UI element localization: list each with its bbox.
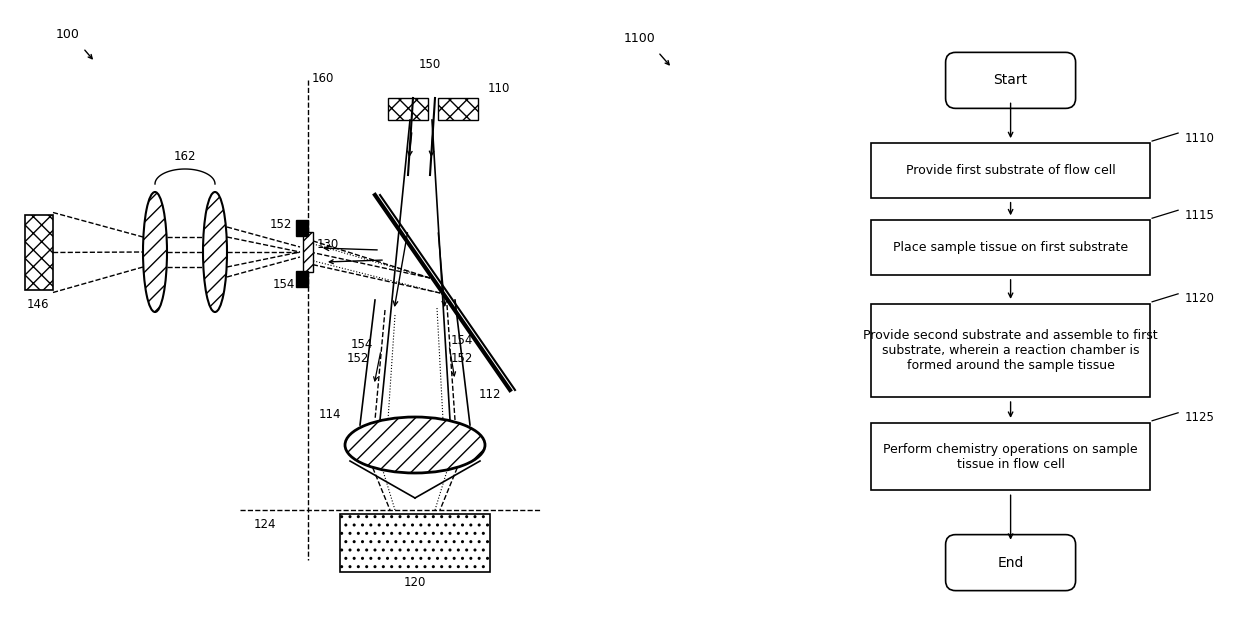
Text: Perform chemistry operations on sample
tissue in flow cell: Perform chemistry operations on sample t… — [883, 442, 1138, 471]
Text: 154: 154 — [451, 334, 474, 347]
Bar — [25, 215, 53, 290]
Text: 160: 160 — [311, 71, 335, 84]
Text: 130: 130 — [317, 239, 339, 251]
Text: 1115: 1115 — [1185, 209, 1215, 222]
Bar — [296, 220, 308, 236]
Text: 120: 120 — [404, 577, 427, 590]
Text: 152: 152 — [451, 352, 474, 365]
FancyBboxPatch shape — [946, 52, 1075, 109]
Text: 152: 152 — [270, 219, 293, 231]
Bar — [340, 514, 490, 572]
Bar — [296, 271, 308, 287]
Text: 100: 100 — [56, 28, 79, 42]
Text: 110: 110 — [489, 82, 511, 95]
Ellipse shape — [143, 192, 167, 312]
Text: 114: 114 — [319, 408, 341, 422]
Text: 162: 162 — [174, 150, 196, 163]
Text: 1110: 1110 — [1185, 132, 1215, 145]
Bar — [870, 304, 1149, 397]
Ellipse shape — [345, 417, 485, 473]
Text: 154: 154 — [351, 338, 373, 352]
Text: 1120: 1120 — [1185, 293, 1215, 305]
Text: 112: 112 — [479, 388, 501, 401]
Text: 150: 150 — [419, 59, 441, 71]
Bar — [438, 98, 477, 120]
Text: Start: Start — [993, 73, 1028, 87]
Bar — [303, 232, 312, 272]
Text: Provide first substrate of flow cell: Provide first substrate of flow cell — [905, 164, 1116, 177]
Text: 146: 146 — [27, 298, 50, 311]
Text: End: End — [997, 556, 1024, 570]
Bar — [870, 423, 1149, 490]
Text: 1125: 1125 — [1185, 412, 1215, 424]
Text: 154: 154 — [273, 278, 295, 291]
Bar — [388, 98, 428, 120]
Text: 152: 152 — [347, 352, 370, 365]
Text: Place sample tissue on first substrate: Place sample tissue on first substrate — [893, 241, 1128, 254]
FancyBboxPatch shape — [946, 534, 1075, 591]
Text: Provide second substrate and assemble to first
substrate, wherein a reaction cha: Provide second substrate and assemble to… — [863, 329, 1158, 372]
Text: 124: 124 — [254, 518, 277, 532]
Ellipse shape — [203, 192, 227, 312]
Text: 1100: 1100 — [624, 32, 656, 44]
Bar — [870, 143, 1149, 198]
Bar — [870, 220, 1149, 275]
